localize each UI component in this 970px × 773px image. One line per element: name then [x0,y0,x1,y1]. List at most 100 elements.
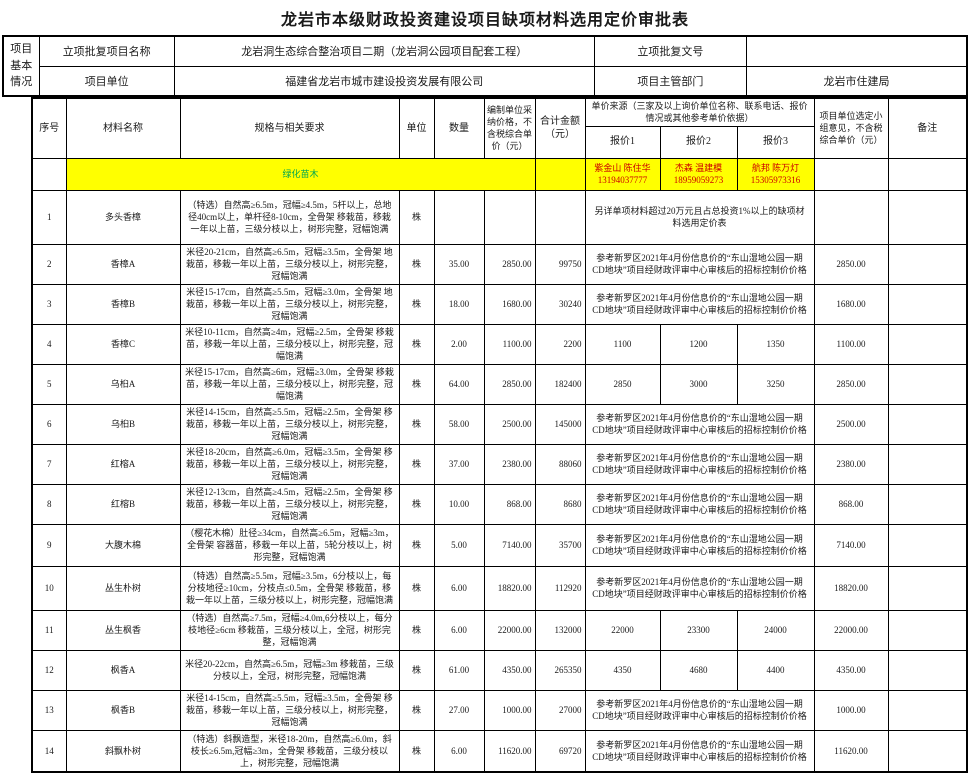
cell-total-amount: 88060 [534,443,586,485]
cell-quote2: 3000 [659,363,738,405]
cell-total-amount [534,189,586,245]
category-seq-cell [31,157,67,191]
cell-material-name: 大腹木棉 [65,523,181,567]
col-header-seq: 序号 [31,97,67,159]
cell-total-amount: 132000 [534,609,586,651]
table-body: 1 多头香樟 （特选）自然高≥6.5m，冠幅≥4.5m，5杆以上，总地径40cm… [31,189,968,773]
label-project-unit: 项目单位 [38,65,175,97]
table-row: 10 丛生朴树 （特选）自然高≥5.5m，冠幅≥3.5m，6分枝以上，每分枝地径… [31,565,968,611]
cell-seq: 1 [31,189,67,245]
category-row-greenery-seedlings: 绿化苗木 紫金山 陈住华 13194037777 杰森 温建模 18959059… [31,157,968,191]
table-row: 14 斜飘朴树 （特选）斜飘造型，米径18-20m，自然高≥6.0m，斜枝长≥6… [31,729,968,773]
cell-unit: 株 [398,565,435,611]
cell-qty: 6.00 [433,609,485,651]
col-header-opinion: 项目单位选定小组意见，不含税综合单价（元） [813,97,889,159]
col-header-qty: 数量 [433,97,485,159]
cell-unit-price: 11620.00 [483,729,536,773]
cell-material-name: 多头香樟 [65,189,181,245]
col-header-material: 材料名称 [65,97,181,159]
cell-price-source: 参考新罗区2021年4月份信息价的“东山湿地公园一期CD地块”项目经财政评审中心… [584,689,815,731]
cell-total-amount: 182400 [534,363,586,405]
cell-material-name: 枫香A [65,649,181,691]
cell-qty: 6.00 [433,729,485,773]
cell-price-source: 参考新罗区2021年4月份信息价的“东山湿地公园一期CD地块”项目经财政评审中心… [584,443,815,485]
col-header-unit: 单位 [398,97,435,159]
cell-seq: 4 [31,323,67,365]
cell-unit: 株 [398,689,435,731]
cell-qty: 35.00 [433,243,485,285]
col-header-quote3: 报价3 [736,125,815,159]
table-row: 3 香樟B 米径15-17cm，自然高≥5.5m，冠幅≥3.0m，全骨架 地栽苗… [31,283,968,325]
cell-spec: 米径15-17cm，自然高≥6m，冠幅≥3.0m，全骨架 移栽苗，移栽一年以上苗… [179,363,400,405]
label-approved-project-name: 立项批复项目名称 [38,35,175,67]
cell-remark [887,565,968,611]
cell-remark [887,729,968,773]
cell-qty: 5.00 [433,523,485,567]
table-row: 5 乌桕A 米径15-17cm，自然高≥6m，冠幅≥3.0m，全骨架 移栽苗，移… [31,363,968,405]
cell-quote2: 1200 [659,323,738,365]
cell-material-name: 枫香B [65,689,181,731]
cell-seq: 9 [31,523,67,567]
cell-total-amount: 8680 [534,483,586,525]
value-competent-department: 龙岩市住建局 [746,65,968,97]
cell-spec: 米径15-17cm，自然高≥5.5m，冠幅≥3.0m，全骨架 地栽苗，移栽一年以… [179,283,400,325]
cell-qty: 37.00 [433,443,485,485]
cell-opinion-price: 1680.00 [813,283,889,325]
cell-qty [433,189,485,245]
cell-quote3: 24000 [736,609,815,651]
cell-remark [887,243,968,285]
cell-spec: （特选）自然高≥6.5m，冠幅≥4.5m，5杆以上，总地径40cm以上，单杆径8… [179,189,400,245]
cell-total-amount: 99750 [534,243,586,285]
project-info-table: 项目基本情况 立项批复项目名称 龙岩洞生态综合整治项目二期（龙岩洞公园项目配套工… [2,35,968,97]
cell-qty: 2.00 [433,323,485,365]
col-header-remark: 备注 [887,97,968,159]
cell-unit: 株 [398,729,435,773]
cell-seq: 13 [31,689,67,731]
cell-spec: （樱花木棉）肚径≥34cm，自然高≥6.5m，冠幅≥3m，全骨架 容器苗，移栽一… [179,523,400,567]
col-header-price: 编制单位采纳价格，不含税综合单价（元） [483,97,536,159]
cell-seq: 14 [31,729,67,773]
cell-material-name: 红榕B [65,483,181,525]
cell-remark [887,649,968,691]
cell-seq: 8 [31,483,67,525]
cell-unit: 株 [398,403,435,445]
label-approval-doc-number: 立项批复文号 [593,35,748,67]
table-header-group: 序号 材料名称 规格与相关要求 单位 数量 编制单位采纳价格，不含税综合单价（元… [31,97,968,191]
cell-qty: 64.00 [433,363,485,405]
section-label-project-basic-info: 项目基本情况 [2,35,40,97]
cell-spec: （特选）自然高≥7.5m，冠幅≥4.0m,6分枝以上，每分枝地径≥6cm 移栽苗… [179,609,400,651]
cell-price-source: 参考新罗区2021年4月份信息价的“东山湿地公园一期CD地块”项目经财政评审中心… [584,565,815,611]
cell-unit: 株 [398,243,435,285]
cell-unit-price: 2380.00 [483,443,536,485]
cell-unit-price: 1100.00 [483,323,536,365]
cell-unit-price: 2850.00 [483,243,536,285]
cell-quote1: 1100 [584,323,661,365]
col-header-total: 合计金额（元） [534,97,586,159]
cell-unit-price: 18820.00 [483,565,536,611]
cell-qty: 6.00 [433,565,485,611]
cell-quote1: 2850 [584,363,661,405]
table-row: 9 大腹木棉 （樱花木棉）肚径≥34cm，自然高≥6.5m，冠幅≥3m，全骨架 … [31,523,968,567]
cell-price-source: 参考新罗区2021年4月份信息价的“东山湿地公园一期CD地块”项目经财政评审中心… [584,403,815,445]
cell-price-source: 另详单项材料超过20万元且占总投资1%以上的缺项材料选用定价表 [584,189,815,245]
table-row: 12 枫香A 米径20-22cm，自然高≥6.5m，冠幅≥3m 移栽苗，三级分枝… [31,649,968,691]
table-row: 11 丛生枫香 （特选）自然高≥7.5m，冠幅≥4.0m,6分枝以上，每分枝地径… [31,609,968,651]
cell-unit-price: 1680.00 [483,283,536,325]
cell-material-name: 乌桕B [65,403,181,445]
cell-spec: 米径10-11cm，自然高≥4m，冠幅≥2.5m，全骨架 移栽苗，移栽一年以上苗… [179,323,400,365]
col-header-spec: 规格与相关要求 [179,97,400,159]
cell-seq: 3 [31,283,67,325]
table-row: 2 香樟A 米径20-21cm，自然高≥6.5m，冠幅≥3.5m，全骨架 地栽苗… [31,243,968,285]
cell-unit: 株 [398,189,435,245]
cell-total-amount: 35700 [534,523,586,567]
cell-remark [887,283,968,325]
cell-seq: 11 [31,609,67,651]
cell-spec: 米径20-22cm，自然高≥6.5m，冠幅≥3m 移栽苗，三级分枝以上，全冠，树… [179,649,400,691]
cell-total-amount: 112920 [534,565,586,611]
cell-opinion-price: 4350.00 [813,649,889,691]
cell-qty: 61.00 [433,649,485,691]
cell-price-source: 参考新罗区2021年4月份信息价的“东山湿地公园一期CD地块”项目经财政评审中心… [584,243,815,285]
cell-quote3: 3250 [736,363,815,405]
cell-material-name: 乌桕A [65,363,181,405]
cell-remark [887,609,968,651]
